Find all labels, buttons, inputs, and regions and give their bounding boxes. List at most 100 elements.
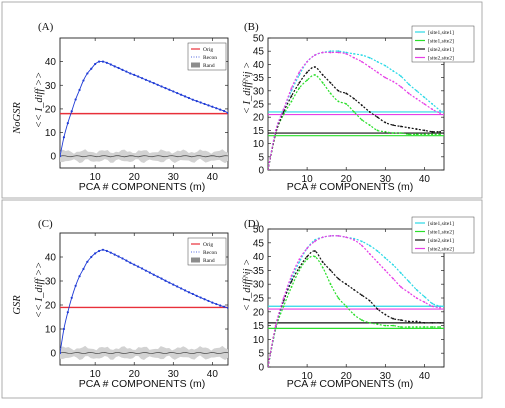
panel-d-legend-label: [site2,site1]: [428, 238, 454, 244]
panel-d-ytick-label: 0: [258, 363, 264, 374]
panel-b-point: [274, 129, 277, 132]
panel-b-plot: 0 5 10 15 20 25 30 35 40 45 50 10 20 30 40 [site1,site1…: [253, 25, 475, 185]
panel-b-label: (B): [244, 21, 259, 33]
panel-c-rand-mean-line: [60, 351, 228, 355]
panel-c-recon-point: [140, 267, 144, 270]
panel-b-xlabel: PCA # COMPONENTS (m): [287, 181, 414, 193]
panel-d-label: (D): [244, 218, 260, 230]
panel-a-xtick-label: 10: [90, 172, 102, 183]
panel-a-xtick-label: 40: [207, 172, 219, 183]
panel-b-point: [314, 74, 316, 76]
panel-a-ylabel: << I_diff >>: [34, 72, 45, 128]
panel-a-ytick-label: 40: [45, 57, 57, 68]
panel-d-point: [329, 283, 332, 286]
panel-d-point: [360, 240, 363, 243]
panel-d-point: [392, 277, 395, 280]
panel-b-point: [415, 89, 418, 92]
panel-c-xtick-label: 20: [129, 369, 141, 380]
panel-c-recon-point: [148, 271, 151, 274]
panel-b-point: [314, 54, 316, 57]
panel-b-ytick-label: 30: [253, 86, 265, 97]
panel-c-recon-point: [117, 255, 120, 258]
panel-c-recon-point: [164, 279, 167, 282]
panel-d-point: [415, 297, 418, 299]
panel-d-point: [337, 277, 340, 280]
panel-a-recon-point: [105, 61, 108, 64]
panel-b-point: [329, 51, 332, 54]
panel-d-ytick-label: 35: [253, 266, 265, 277]
panel-b-series-layer: [268, 50, 444, 170]
panel-b-xtick-label: 40: [419, 174, 431, 185]
panel-c-xtick-label: 10: [90, 369, 102, 380]
panel-d-ytick-label: 50: [253, 225, 265, 236]
panel-d-point: [368, 299, 371, 302]
panel-a-recon-point: [195, 100, 198, 103]
panel-a-xlabel: PCA # COMPONENTS (m): [79, 181, 206, 193]
panel-a-recon-point: [97, 60, 101, 63]
panel-d-xtick-label: 20: [341, 371, 353, 382]
panel-b-xtick-label: 20: [341, 174, 353, 185]
bottom-row-frame: [1, 199, 483, 399]
panel-c-legend-label: Orig: [203, 242, 213, 248]
panel-c-ytick-label: 0: [50, 349, 56, 360]
panel-d-point: [384, 313, 387, 316]
panel-d-point: [407, 320, 410, 323]
panel-b-point: [329, 92, 332, 95]
panel-b-point: [431, 133, 434, 136]
panel-c-recon-point: [78, 275, 81, 278]
panel-a-recon-point: [121, 68, 124, 72]
panel-d-ytick-label: 45: [253, 238, 265, 249]
panel-b-point: [345, 103, 348, 105]
panel-d-point: [306, 247, 309, 250]
panel-a-recon-point: [191, 98, 194, 101]
panel-a-recon-point: [117, 66, 120, 70]
panel-b-point: [376, 60, 379, 63]
panel-a-recon-point: [60, 155, 62, 158]
panel-b-point: [400, 132, 402, 134]
panel-b-point: [298, 74, 301, 76]
panel-b-point: [360, 54, 363, 57]
plots-layer: 0 10 20 30 40 10 20 30 40 Orig Recon Rand 0 5 10 15 20 25…: [45, 25, 475, 382]
panel-a-xtick-label: 20: [129, 172, 141, 183]
panel-b-point: [337, 51, 340, 54]
panel-c-recon-point: [62, 327, 66, 331]
panel-d-point: [306, 255, 309, 258]
panel-b-point: [431, 103, 434, 105]
panel-a-ytick-label: 0: [50, 152, 56, 163]
panel-a-recon-point: [222, 109, 226, 113]
panel-a-ytick-label: 20: [45, 104, 57, 115]
panel-d-point: [298, 258, 301, 261]
panel-a-legend-label: Rand: [203, 63, 215, 69]
panel-a-recon-point: [133, 73, 136, 76]
panel-d-point: [407, 326, 410, 328]
panel-d-ytick-label: 5: [258, 349, 264, 360]
panel-b-point: [321, 51, 324, 54]
panel-d-point: [368, 252, 371, 255]
panel-c-legend: Orig Recon Rand: [187, 237, 227, 266]
panel-b-point: [345, 51, 348, 54]
panel-b-point: [439, 112, 441, 115]
panel-b-point: [329, 81, 332, 84]
panel-a-recon-point: [187, 96, 191, 100]
panel-d-point: [298, 266, 301, 269]
panel-c-legend-swatch: [191, 257, 200, 263]
panel-b-point: [353, 56, 355, 59]
panel-d-point: [431, 326, 434, 328]
panel-d-point: [282, 297, 285, 299]
panel-d-point: [298, 269, 301, 272]
panel-b-legend-label: [site2,site1]: [428, 47, 454, 53]
panel-b-point: [306, 79, 309, 82]
panel-b-point: [290, 95, 293, 97]
panel-b-point: [384, 130, 387, 133]
panel-c-recon-point: [160, 277, 163, 280]
panel-b-point: [306, 71, 309, 74]
panel-c-legend-label: Recon: [203, 250, 217, 256]
panel-b-xtick-label: 30: [380, 174, 392, 185]
panel-a-recon-point: [172, 90, 175, 93]
panel-d-point: [376, 308, 379, 310]
panel-c-recon-point: [222, 305, 226, 308]
panel-d-point: [290, 280, 293, 283]
panel-c-series-layer: [60, 248, 228, 360]
panel-a-recon-point: [152, 82, 155, 85]
panel-b-ytick-label: 10: [253, 139, 265, 150]
